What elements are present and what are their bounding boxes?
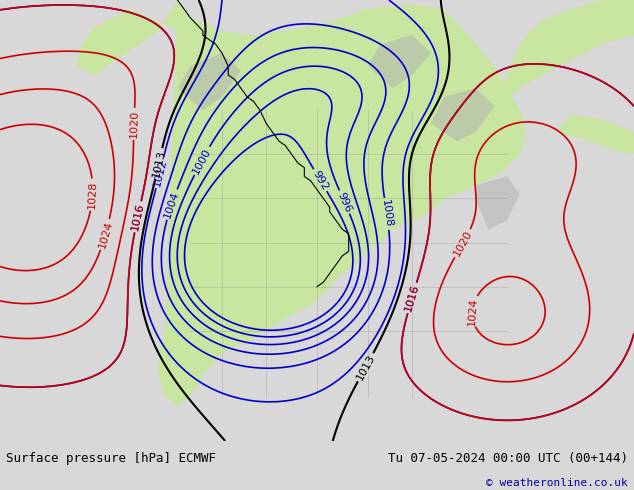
Text: 1016: 1016 — [130, 202, 146, 232]
Text: 1028: 1028 — [87, 180, 98, 209]
Text: 1016: 1016 — [403, 283, 421, 313]
Text: 1016: 1016 — [130, 202, 146, 232]
Text: 996: 996 — [335, 190, 353, 214]
Polygon shape — [476, 176, 520, 229]
Polygon shape — [368, 35, 431, 88]
Text: 1008: 1008 — [380, 199, 394, 228]
Text: 1024: 1024 — [97, 220, 114, 249]
Text: 1012: 1012 — [152, 158, 168, 187]
Text: 1013: 1013 — [151, 149, 167, 178]
Text: 992: 992 — [311, 169, 330, 192]
Polygon shape — [431, 88, 495, 141]
Text: 1020: 1020 — [451, 229, 474, 258]
Polygon shape — [178, 53, 241, 110]
Text: Tu 07-05-2024 00:00 UTC (00+144): Tu 07-05-2024 00:00 UTC (00+144) — [387, 452, 628, 465]
Text: 1016: 1016 — [403, 283, 421, 313]
Text: 1020: 1020 — [129, 110, 139, 138]
Text: © weatheronline.co.uk: © weatheronline.co.uk — [486, 478, 628, 488]
Polygon shape — [558, 115, 634, 154]
Text: Surface pressure [hPa] ECMWF: Surface pressure [hPa] ECMWF — [6, 452, 216, 465]
Polygon shape — [495, 0, 634, 110]
Text: 1024: 1024 — [467, 297, 479, 326]
Text: 1013: 1013 — [354, 353, 377, 382]
Text: 1004: 1004 — [162, 190, 181, 220]
Text: 1000: 1000 — [191, 146, 213, 175]
Polygon shape — [158, 0, 526, 406]
Polygon shape — [76, 0, 190, 75]
